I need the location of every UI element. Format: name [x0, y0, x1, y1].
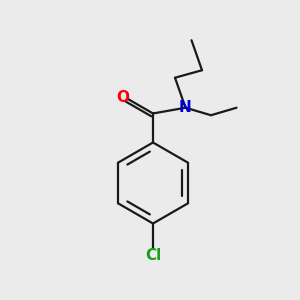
Text: N: N	[179, 100, 192, 115]
Text: O: O	[116, 90, 129, 105]
Text: Cl: Cl	[145, 248, 161, 263]
